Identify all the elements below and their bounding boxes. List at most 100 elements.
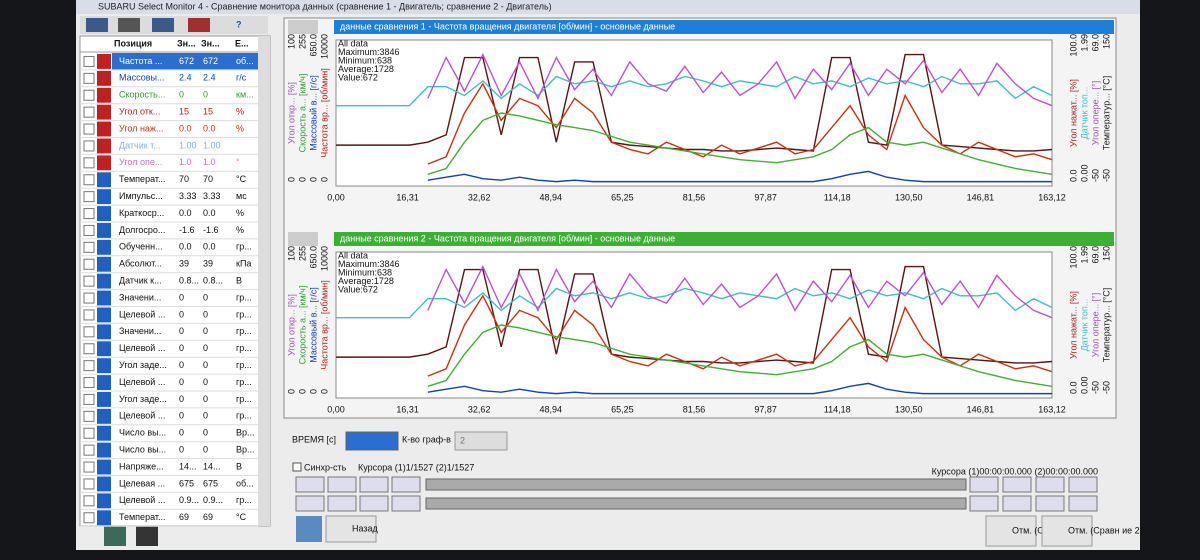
row-checkbox[interactable]: [83, 343, 95, 355]
sync-checkbox[interactable]: [292, 462, 302, 472]
row-checkbox[interactable]: [83, 495, 95, 507]
row-value-1: 15: [179, 107, 189, 117]
nav-btn[interactable]: [1035, 476, 1065, 493]
right-axis-bottom: -50: [1101, 381, 1111, 394]
x-tick-label: 163,12: [1038, 192, 1066, 202]
mark1-btn[interactable]: [985, 515, 1037, 547]
nav-btn[interactable]: [969, 495, 999, 512]
row-checkbox[interactable]: [83, 444, 95, 456]
row-checkbox[interactable]: [83, 410, 95, 422]
row-value-1: 672: [179, 56, 194, 66]
panel-stat: All data: [338, 38, 368, 48]
row-icon: [97, 341, 111, 357]
row-checkbox[interactable]: [83, 461, 95, 473]
row-value-1: 0: [179, 428, 184, 438]
row-checkbox[interactable]: [83, 427, 95, 439]
nav-btn[interactable]: [1068, 495, 1098, 512]
row-checkbox[interactable]: [83, 360, 95, 372]
tool-btn[interactable]: [152, 18, 174, 32]
x-tick-label: 0,00: [327, 404, 345, 414]
row-icon: [97, 358, 111, 374]
sync-label: Синхр-сть: [304, 462, 347, 472]
first-btn[interactable]: [296, 516, 322, 542]
nav-btn[interactable]: [327, 495, 357, 512]
back-btn[interactable]: [325, 515, 377, 543]
nav-btn[interactable]: [1002, 476, 1032, 493]
right-axis-bottom: 0.0: [1068, 381, 1078, 394]
time-combo[interactable]: [345, 431, 399, 451]
left-axis-top: 650.0: [308, 246, 318, 269]
row-checkbox[interactable]: [83, 241, 95, 253]
tool-btn[interactable]: [118, 18, 140, 32]
row-name: Число вы...: [119, 428, 166, 438]
cursor-left: Курсора (1)1/1527 (2)1/1527: [358, 462, 474, 472]
row-checkbox[interactable]: [83, 174, 95, 186]
right-axis-top: 69.0: [1090, 246, 1100, 264]
row-checkbox[interactable]: [83, 72, 95, 84]
row-checkbox[interactable]: [83, 393, 95, 405]
cursor-slider[interactable]: [425, 478, 967, 491]
panel-icon[interactable]: [288, 232, 318, 246]
nav-btn[interactable]: [359, 495, 389, 512]
nav-btn[interactable]: [1035, 495, 1065, 512]
nav-btn[interactable]: [295, 476, 325, 493]
row-value-2: 675: [203, 478, 218, 488]
row-icon: [97, 104, 111, 120]
left-axis-bottom: 0: [319, 389, 329, 394]
nav-btn[interactable]: [1068, 476, 1098, 493]
nav-btn[interactable]: [359, 476, 389, 493]
x-tick-label: 16,31: [396, 192, 419, 202]
row-checkbox[interactable]: [83, 208, 95, 220]
row-checkbox[interactable]: [83, 123, 95, 135]
x-tick-label: 146,81: [967, 404, 995, 414]
nav-btn[interactable]: [1002, 495, 1032, 512]
row-checkbox[interactable]: [83, 258, 95, 270]
tool-btn[interactable]: [104, 526, 126, 546]
row-checkbox[interactable]: [83, 89, 95, 101]
row-name: Напряже...: [119, 461, 164, 471]
row-checkbox[interactable]: [83, 478, 95, 490]
trace-line: [427, 82, 1053, 165]
row-checkbox[interactable]: [83, 191, 95, 203]
row-checkbox[interactable]: [83, 512, 95, 524]
mark2-btn[interactable]: [1041, 515, 1093, 547]
row-value-1: 0: [179, 377, 184, 387]
tool-btn[interactable]: [86, 18, 108, 32]
cursor-slider[interactable]: [425, 497, 967, 510]
row-name: Целевая ...: [119, 478, 165, 488]
row-checkbox[interactable]: [83, 140, 95, 152]
count-combo[interactable]: [454, 431, 508, 451]
nav-btn[interactable]: [969, 476, 999, 493]
row-name: Долгосро...: [119, 225, 165, 235]
row-checkbox[interactable]: [83, 292, 95, 304]
nav-btn[interactable]: [391, 476, 421, 493]
row-checkbox[interactable]: [83, 157, 95, 169]
cursor-right: Курсора (1)00:00:00.000 (2)00:00:00.000: [932, 466, 1098, 476]
row-value-1: 70: [179, 174, 189, 184]
nav-btn[interactable]: [295, 495, 325, 512]
row-checkbox[interactable]: [83, 326, 95, 338]
row-checkbox[interactable]: [83, 275, 95, 287]
row-value-2: 3.33: [203, 191, 221, 201]
row-checkbox[interactable]: [83, 106, 95, 118]
help-btn[interactable]: ?: [236, 19, 242, 29]
row-unit: °: [236, 157, 240, 167]
row-checkbox[interactable]: [83, 377, 95, 389]
row-name: Значени...: [119, 292, 161, 302]
row-checkbox[interactable]: [83, 55, 95, 67]
left-axis-label: Скорость а... [км/ч]: [297, 286, 307, 365]
row-name: Краткоср...: [119, 208, 164, 218]
row-value-1: 0.0: [179, 208, 192, 218]
row-unit: гр...: [236, 394, 252, 404]
row-name: Целевой ...: [119, 343, 165, 353]
nav-btn[interactable]: [327, 476, 357, 493]
row-checkbox[interactable]: [83, 224, 95, 236]
right-axis-label: Угол опере... [°]: [1090, 293, 1100, 357]
row-checkbox[interactable]: [83, 309, 95, 321]
right-axis-label: Угол опере... [°]: [1090, 81, 1100, 145]
nav-btn[interactable]: [391, 495, 421, 512]
tool-btn[interactable]: [136, 526, 158, 546]
panel-icon[interactable]: [288, 20, 318, 34]
tool-btn[interactable]: [188, 18, 210, 32]
row-icon: [97, 172, 111, 188]
